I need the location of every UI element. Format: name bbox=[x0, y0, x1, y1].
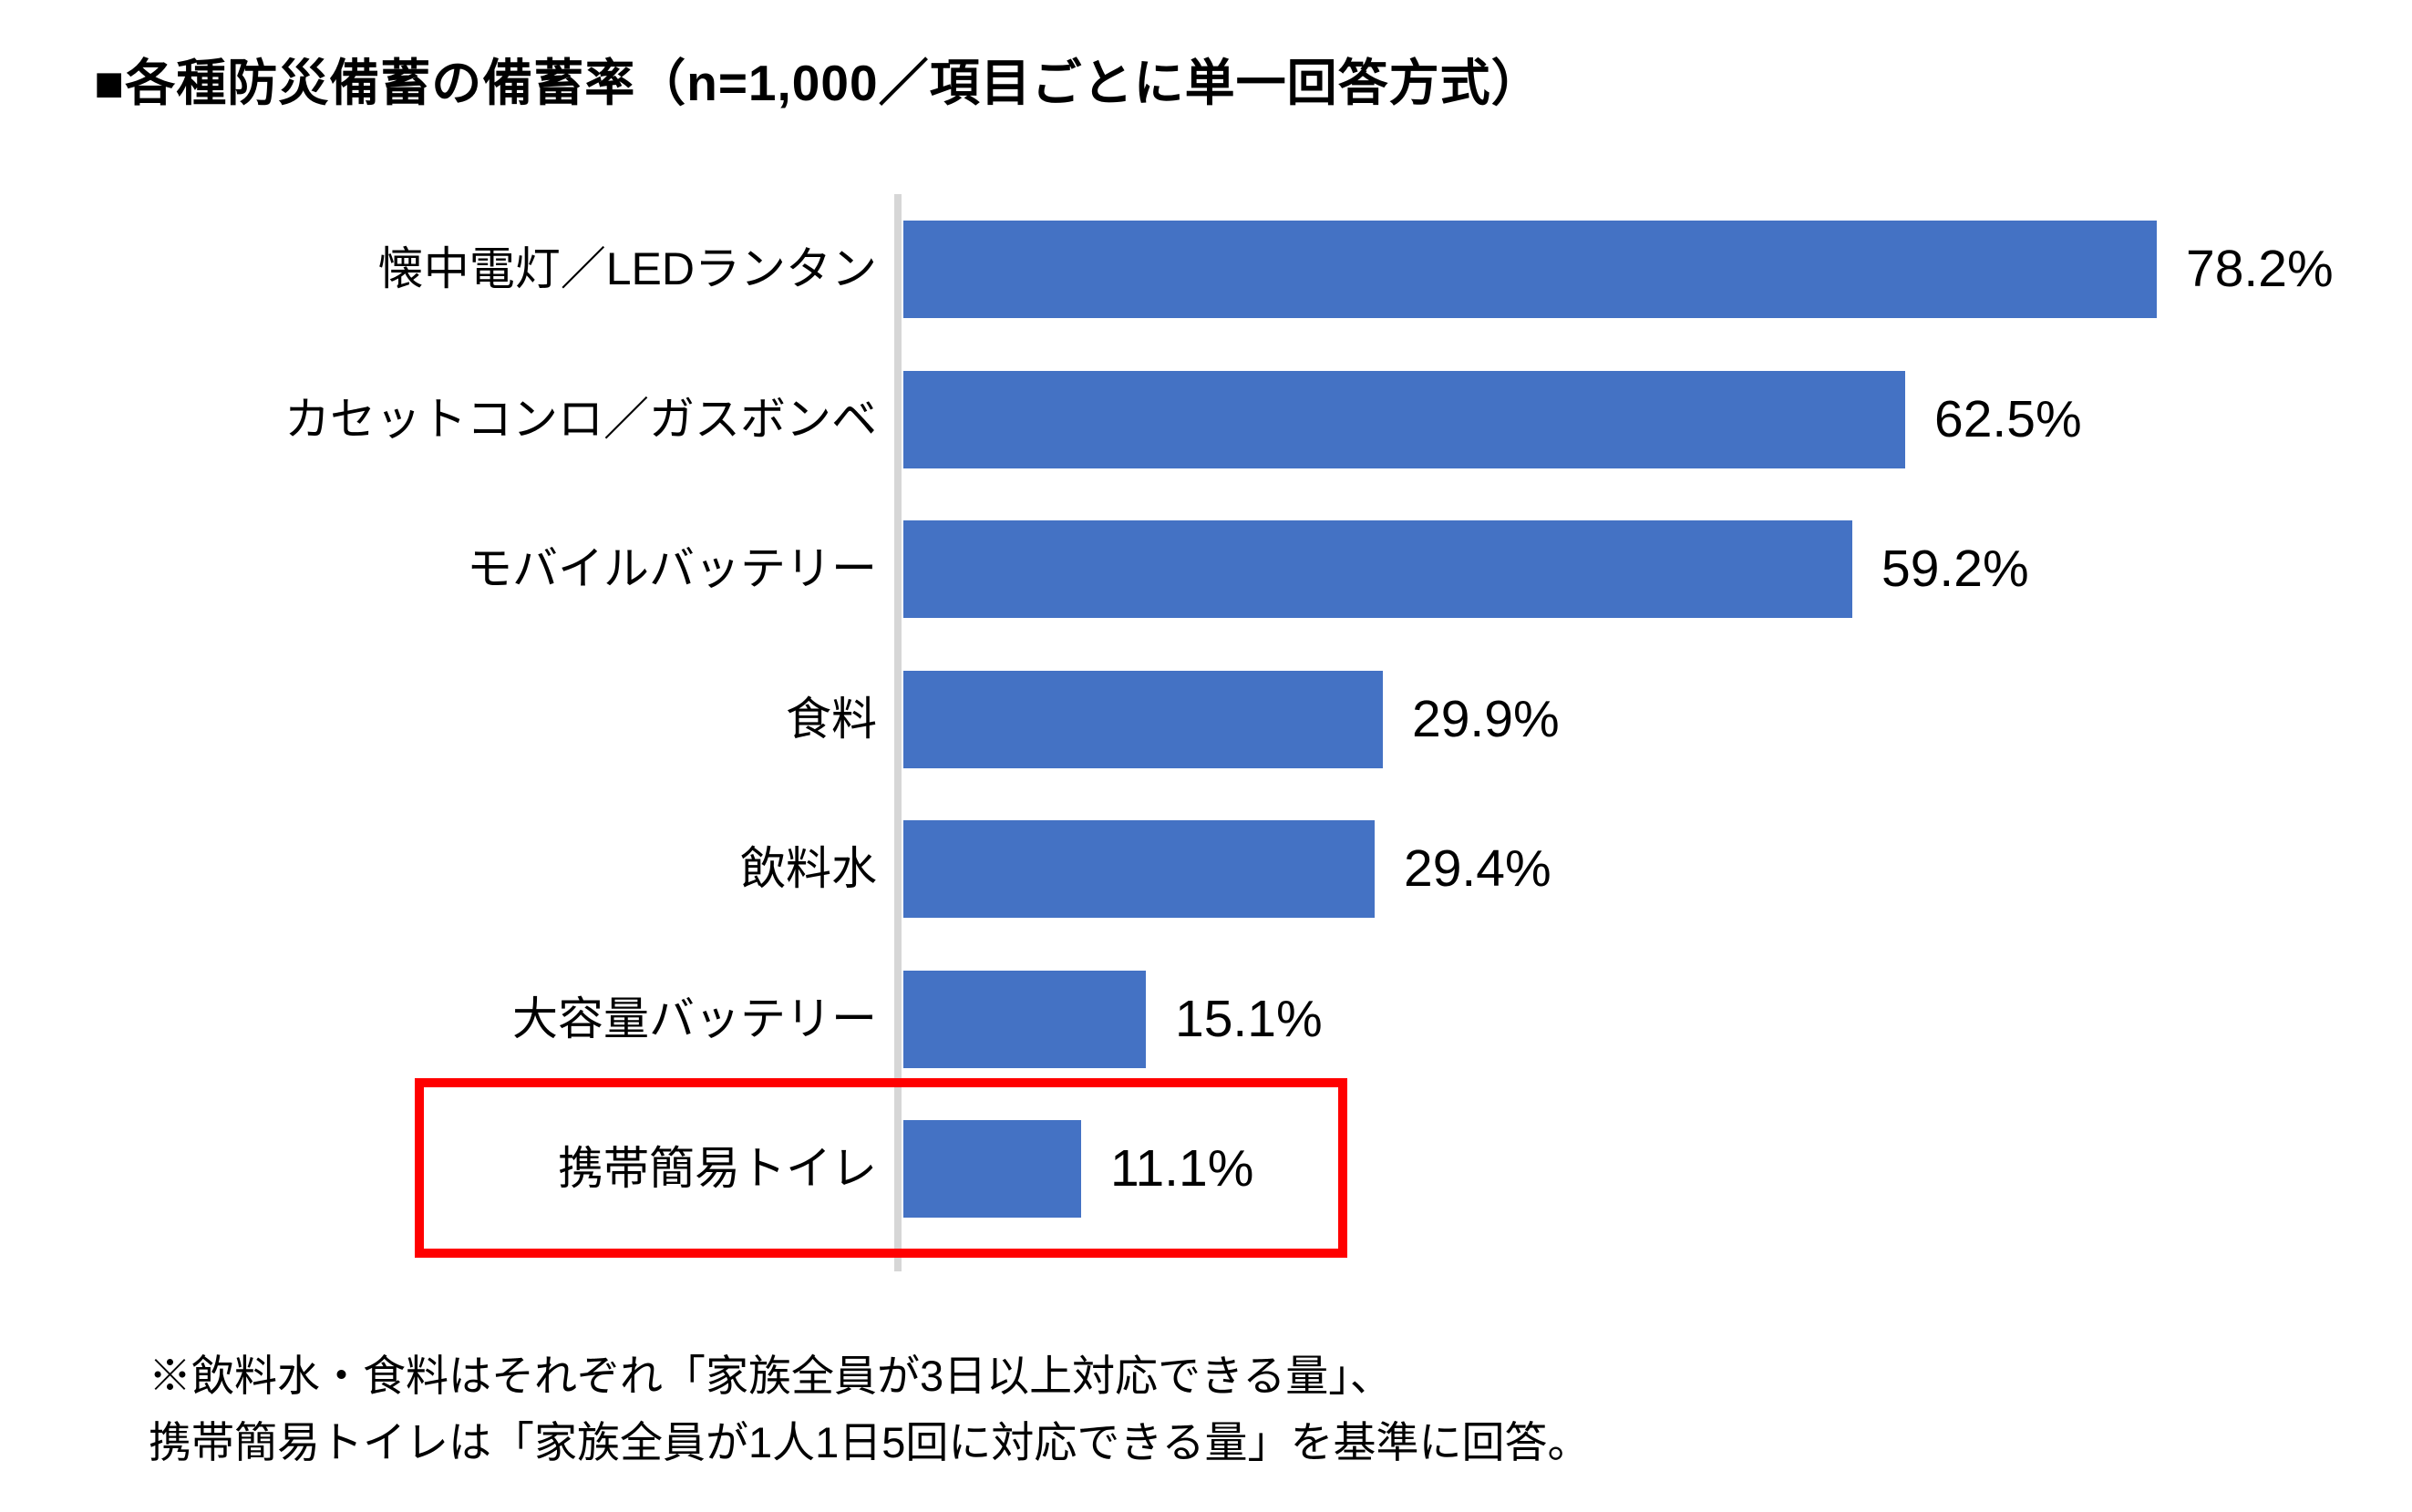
value-label: 29.9% bbox=[1412, 689, 1560, 748]
bar-row: 携帯簡易トイレ 11.1% bbox=[0, 1120, 2412, 1218]
footnote-line1: ※飲料水・食料はそれぞれ「家族全員が3日以上対応できる量」、 bbox=[149, 1352, 1393, 1400]
bar bbox=[903, 820, 1375, 918]
bar bbox=[903, 1120, 1081, 1218]
y-axis-line bbox=[894, 194, 902, 1271]
category-label: カセットコンロ／ガスボンベ bbox=[284, 393, 877, 445]
category-label: 飲料水 bbox=[740, 843, 877, 894]
chart-title: ■各種防災備蓄の備蓄率（n=1,000／項目ごとに単一回答方式） bbox=[94, 55, 1542, 111]
category-label: 大容量バッテリー bbox=[512, 993, 877, 1044]
footnote-line2: 携帯簡易トイレは「家族全員が1人1日5回に対応できる量」を基準に回答。 bbox=[149, 1418, 1591, 1466]
category-label: 懐中電灯／LEDランタン bbox=[377, 243, 877, 294]
bar-row: 大容量バッテリー 15.1% bbox=[0, 970, 2412, 1068]
bar-row: 飲料水 29.4% bbox=[0, 820, 2412, 918]
bar-row: モバイルバッテリー 59.2% bbox=[0, 520, 2412, 618]
value-label: 11.1% bbox=[1110, 1139, 1254, 1198]
value-label: 15.1% bbox=[1175, 989, 1323, 1048]
bar bbox=[903, 520, 1852, 618]
bar bbox=[903, 370, 1905, 468]
bar-row: 食料 29.9% bbox=[0, 670, 2412, 768]
bar bbox=[903, 221, 2157, 318]
category-label: 食料 bbox=[786, 693, 877, 745]
bar bbox=[903, 670, 1383, 768]
value-label: 59.2% bbox=[1881, 540, 2029, 598]
bar-row: 懐中電灯／LEDランタン 78.2% bbox=[0, 221, 2412, 318]
footnote: ※飲料水・食料はそれぞれ「家族全員が3日以上対応できる量」、 携帯簡易トイレは「… bbox=[149, 1342, 1590, 1476]
bar bbox=[903, 970, 1146, 1068]
bar-row: カセットコンロ／ガスボンベ 62.5% bbox=[0, 370, 2412, 468]
value-label: 29.4% bbox=[1404, 839, 1551, 898]
category-label: モバイルバッテリー bbox=[467, 543, 877, 594]
value-label: 78.2% bbox=[2186, 240, 2334, 298]
category-label: 携帯簡易トイレ bbox=[558, 1143, 877, 1194]
value-label: 62.5% bbox=[1934, 389, 2082, 448]
